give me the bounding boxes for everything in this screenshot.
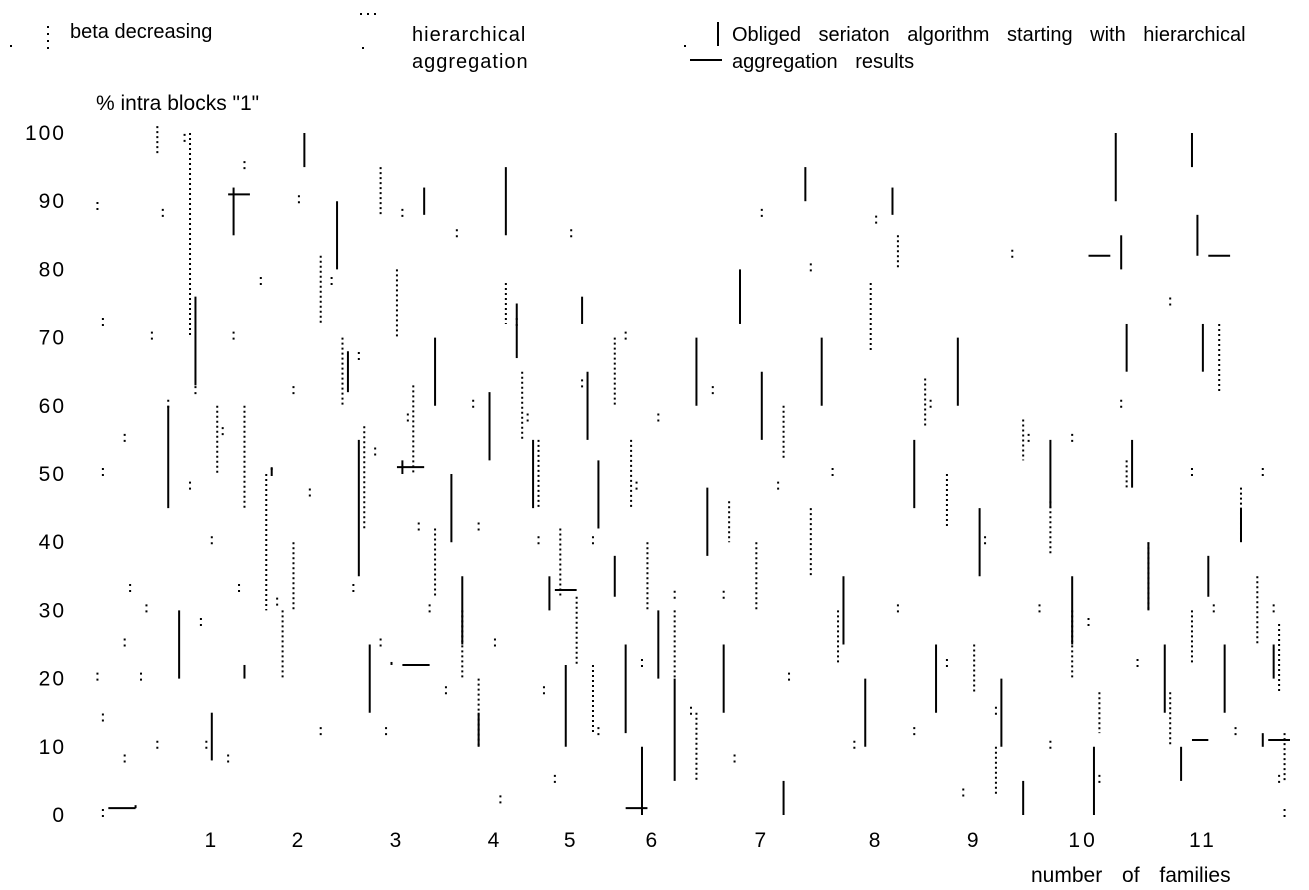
data-marks: [96, 126, 1290, 821]
y-tick-label-0: 0: [52, 804, 66, 827]
legend-label-obliged-seriation: Obliged seriaton algorithm starting with…: [732, 24, 1246, 73]
x-axis-label: number of families: [1031, 864, 1231, 887]
legend-label-beta-decreasing: beta decreasing: [70, 21, 213, 43]
y-tick-label-100: 100: [25, 122, 66, 145]
y-tick-label-70: 70: [39, 327, 66, 350]
x-tick-label-4: 4: [488, 829, 503, 852]
legend-symbol-obliged: [684, 22, 722, 61]
x-tick-label-6: 6: [646, 829, 661, 852]
legend-symbol-beta: [10, 26, 49, 52]
x-tick-label-8: 8: [869, 829, 884, 852]
y-tick-label-10: 10: [39, 736, 66, 759]
x-tick-label-9: 9: [967, 829, 982, 852]
y-tick-label-40: 40: [39, 531, 66, 554]
x-tick-label-5: 5: [564, 829, 579, 852]
x-axis-ticks: 1 2 3 4 5 6 7 8 9 10 11: [204, 829, 1217, 852]
y-tick-label-80: 80: [39, 258, 66, 281]
x-tick-label-11: 11: [1189, 829, 1217, 852]
y-tick-label-90: 90: [39, 190, 66, 213]
y-tick-label-60: 60: [39, 395, 66, 418]
x-tick-label-2: 2: [292, 829, 307, 852]
legend-label-hierarchical-aggregation: hierarchical aggregation: [412, 24, 529, 73]
x-tick-label-1: 1: [204, 829, 219, 852]
y-tick-label-50: 50: [39, 463, 66, 486]
x-tick-label-3: 3: [390, 829, 405, 852]
y-axis-label: % intra blocks "1": [96, 92, 260, 115]
y-tick-label-20: 20: [39, 668, 66, 691]
x-tick-label-10: 10: [1068, 829, 1097, 852]
legend-symbol-hierarchical: [360, 13, 380, 49]
x-tick-label-7: 7: [754, 829, 769, 852]
y-tick-label-30: 30: [39, 599, 66, 622]
y-axis-ticks: 0 10 20 30 40 50 60 70 80 90 100: [25, 122, 66, 827]
